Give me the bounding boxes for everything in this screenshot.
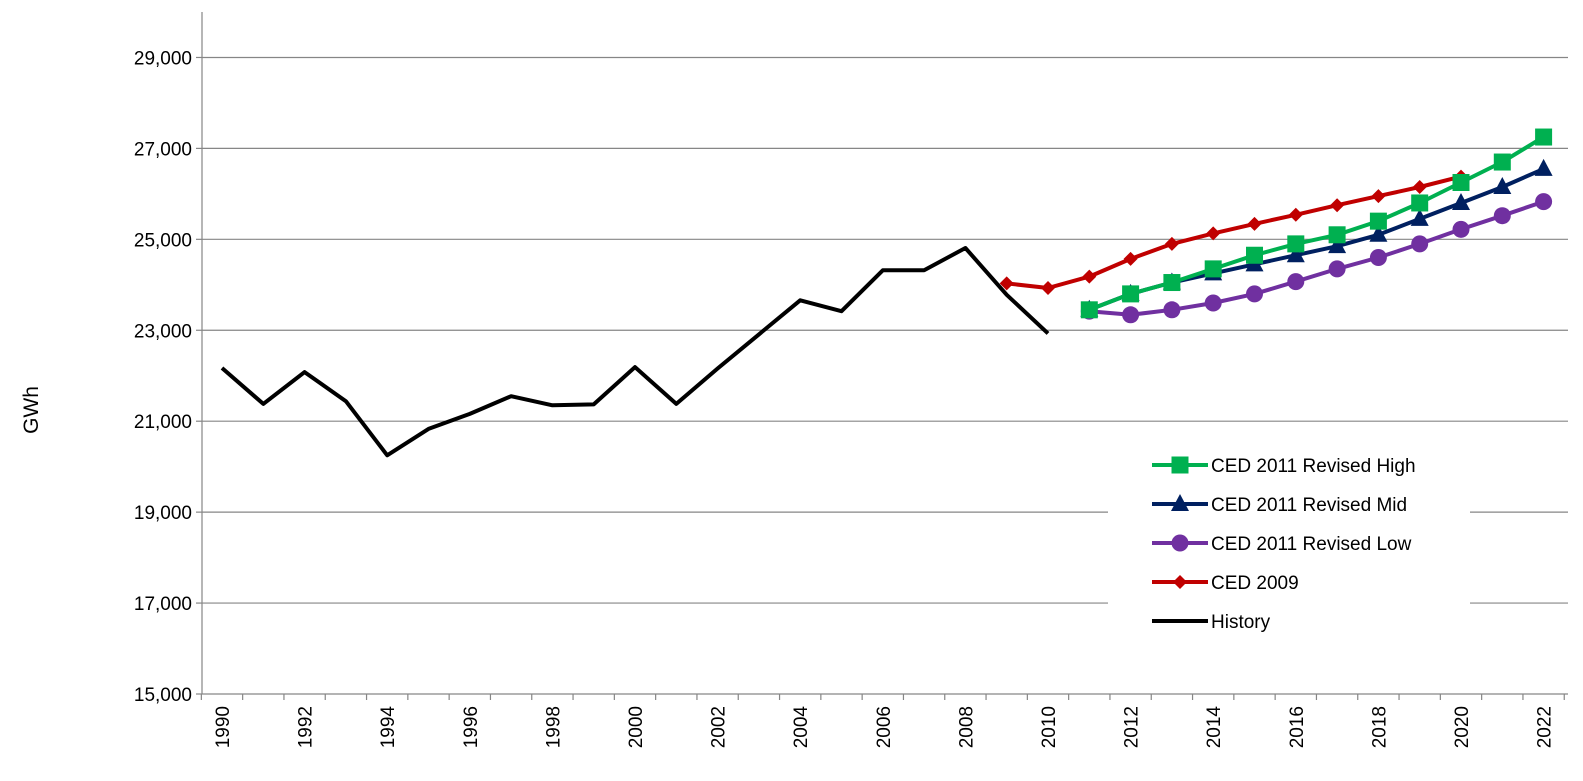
data-point-ced-2011-revised-high bbox=[1535, 128, 1553, 146]
legend-item-ced-2011-revised-low: CED 2011 Revised Low bbox=[1152, 534, 1412, 555]
x-tick-label: 1992 bbox=[296, 706, 317, 748]
data-point-ced-2009 bbox=[1041, 280, 1055, 295]
series-history bbox=[220, 246, 1050, 458]
x-tick-label: 1994 bbox=[378, 706, 399, 749]
legend-item-ced-2011-revised-mid: CED 2011 Revised Mid bbox=[1152, 494, 1407, 516]
x-tick-label: 2016 bbox=[1287, 706, 1308, 748]
data-point-ced-2011-revised-high bbox=[1411, 194, 1429, 212]
data-point-ced-2009 bbox=[999, 276, 1014, 291]
legend-item-ced-2011-revised-high: CED 2011 Revised High bbox=[1152, 456, 1416, 477]
x-tick-label: 2018 bbox=[1369, 706, 1390, 748]
x-tick-label: 2002 bbox=[709, 706, 730, 748]
axes: 15,000 17,000 19,000 21,000 23,000 25,000 27,0… bbox=[134, 12, 1568, 748]
y-tick-label: 27,000 bbox=[134, 139, 192, 160]
data-point-ced-2011-revised-low bbox=[1452, 220, 1470, 238]
x-tick-label: 2010 bbox=[1039, 706, 1060, 748]
data-point-ced-2011-revised-mid bbox=[1534, 158, 1553, 176]
data-point-ced-2011-revised-high bbox=[1452, 174, 1470, 191]
data-point-ced-2011-revised-high bbox=[1204, 260, 1222, 278]
data-point-ced-2009 bbox=[1371, 189, 1386, 204]
data-point-ced-2011-revised-high bbox=[1080, 301, 1098, 319]
data-point-ced-2011-revised-high bbox=[1493, 153, 1511, 171]
y-tick-label: 21,000 bbox=[134, 412, 192, 433]
legend-swatch-marker bbox=[1173, 575, 1187, 589]
series-line-ced-2011-revised-low bbox=[1089, 199, 1545, 317]
y-tick-label: 23,000 bbox=[134, 321, 192, 342]
y-tick-label: 19,000 bbox=[134, 503, 192, 524]
data-point-ced-2011-revised-mid bbox=[1493, 177, 1512, 195]
data-point-ced-2009 bbox=[1123, 251, 1138, 266]
data-point-ced-2011-revised-high bbox=[1122, 285, 1140, 303]
data-point-ced-2011-revised-high bbox=[1246, 246, 1263, 264]
y-tick-label: 15,000 bbox=[134, 685, 192, 706]
gridlines bbox=[202, 56, 1568, 604]
data-point-ced-2011-revised-low bbox=[1163, 301, 1181, 319]
data-point-ced-2011-revised-low bbox=[1204, 294, 1222, 312]
legend-swatch-marker bbox=[1171, 534, 1189, 552]
data-point-ced-2009 bbox=[1412, 180, 1427, 195]
series-layer bbox=[220, 128, 1553, 458]
data-point-ced-2011-revised-mid bbox=[1452, 192, 1470, 210]
y-tick-label: 29,000 bbox=[134, 48, 192, 69]
legend-box bbox=[1108, 440, 1470, 638]
series-ced-2011-revised-high bbox=[1080, 128, 1553, 319]
x-tick-label: 2020 bbox=[1452, 706, 1473, 748]
legend-label: History bbox=[1211, 612, 1271, 633]
x-tick-label: 2000 bbox=[626, 706, 647, 748]
legend-item-ced-2009: CED 2009 bbox=[1152, 573, 1299, 594]
data-point-ced-2011-revised-mid bbox=[1369, 224, 1388, 242]
y-tick-label: 17,000 bbox=[134, 594, 192, 615]
data-point-ced-2011-revised-mid bbox=[1286, 245, 1305, 263]
x-tick-label: 1996 bbox=[461, 706, 482, 748]
x-tick-label: 2006 bbox=[874, 706, 895, 748]
x-tick-label: 2012 bbox=[1122, 706, 1143, 748]
data-point-ced-2009 bbox=[1247, 216, 1262, 231]
data-point-ced-2011-revised-high bbox=[1328, 226, 1346, 244]
data-point-ced-2011-revised-high bbox=[1163, 274, 1181, 292]
x-tick-label: 2004 bbox=[791, 706, 812, 749]
series-ced-2011-revised-low bbox=[1080, 193, 1553, 324]
legend-label: CED 2009 bbox=[1211, 573, 1299, 594]
data-point-ced-2011-revised-low bbox=[1493, 207, 1511, 225]
x-tick-label: 2008 bbox=[956, 706, 977, 748]
series-line-history bbox=[220, 246, 1050, 458]
legend-label: CED 2011 Revised Low bbox=[1211, 534, 1412, 555]
x-tick-label: 1990 bbox=[213, 706, 234, 748]
data-point-ced-2011-revised-low bbox=[1328, 260, 1346, 278]
data-point-ced-2011-revised-low bbox=[1122, 306, 1140, 324]
data-point-ced-2011-revised-low bbox=[1287, 273, 1305, 291]
legend-label: CED 2011 Revised Mid bbox=[1211, 495, 1407, 516]
series-line-ced-2009 bbox=[1006, 174, 1462, 290]
x-tick-label: 2014 bbox=[1204, 706, 1225, 749]
legend-label: CED 2011 Revised High bbox=[1211, 456, 1416, 477]
data-point-ced-2009 bbox=[1206, 226, 1221, 241]
x-tick-label: 2022 bbox=[1535, 706, 1556, 748]
y-tick-label: 25,000 bbox=[134, 230, 192, 251]
series-ced-2009 bbox=[999, 169, 1468, 295]
legend-swatch-marker bbox=[1171, 494, 1189, 511]
data-point-ced-2011-revised-low bbox=[1369, 249, 1387, 267]
data-point-ced-2011-revised-low bbox=[1246, 285, 1263, 303]
data-point-ced-2011-revised-low bbox=[1535, 193, 1553, 211]
x-tick-label: 1998 bbox=[543, 706, 564, 748]
legend-item-history: History bbox=[1152, 612, 1271, 633]
data-point-ced-2009 bbox=[1082, 269, 1097, 284]
data-point-ced-2011-revised-high bbox=[1287, 235, 1305, 253]
data-point-ced-2011-revised-high bbox=[1369, 212, 1387, 230]
legend-swatch-marker bbox=[1171, 456, 1189, 474]
data-point-ced-2011-revised-mid bbox=[1328, 236, 1347, 254]
data-point-ced-2011-revised-low bbox=[1411, 235, 1429, 253]
data-point-ced-2009 bbox=[1288, 207, 1303, 222]
legend: CED 2011 Revised High CED 2011 Revised Mi… bbox=[1108, 440, 1470, 638]
data-point-ced-2011-revised-mid bbox=[1410, 208, 1429, 226]
data-point-ced-2009 bbox=[1330, 198, 1345, 213]
data-point-ced-2009 bbox=[1164, 236, 1179, 251]
y-axis-label: GWh bbox=[20, 386, 43, 434]
